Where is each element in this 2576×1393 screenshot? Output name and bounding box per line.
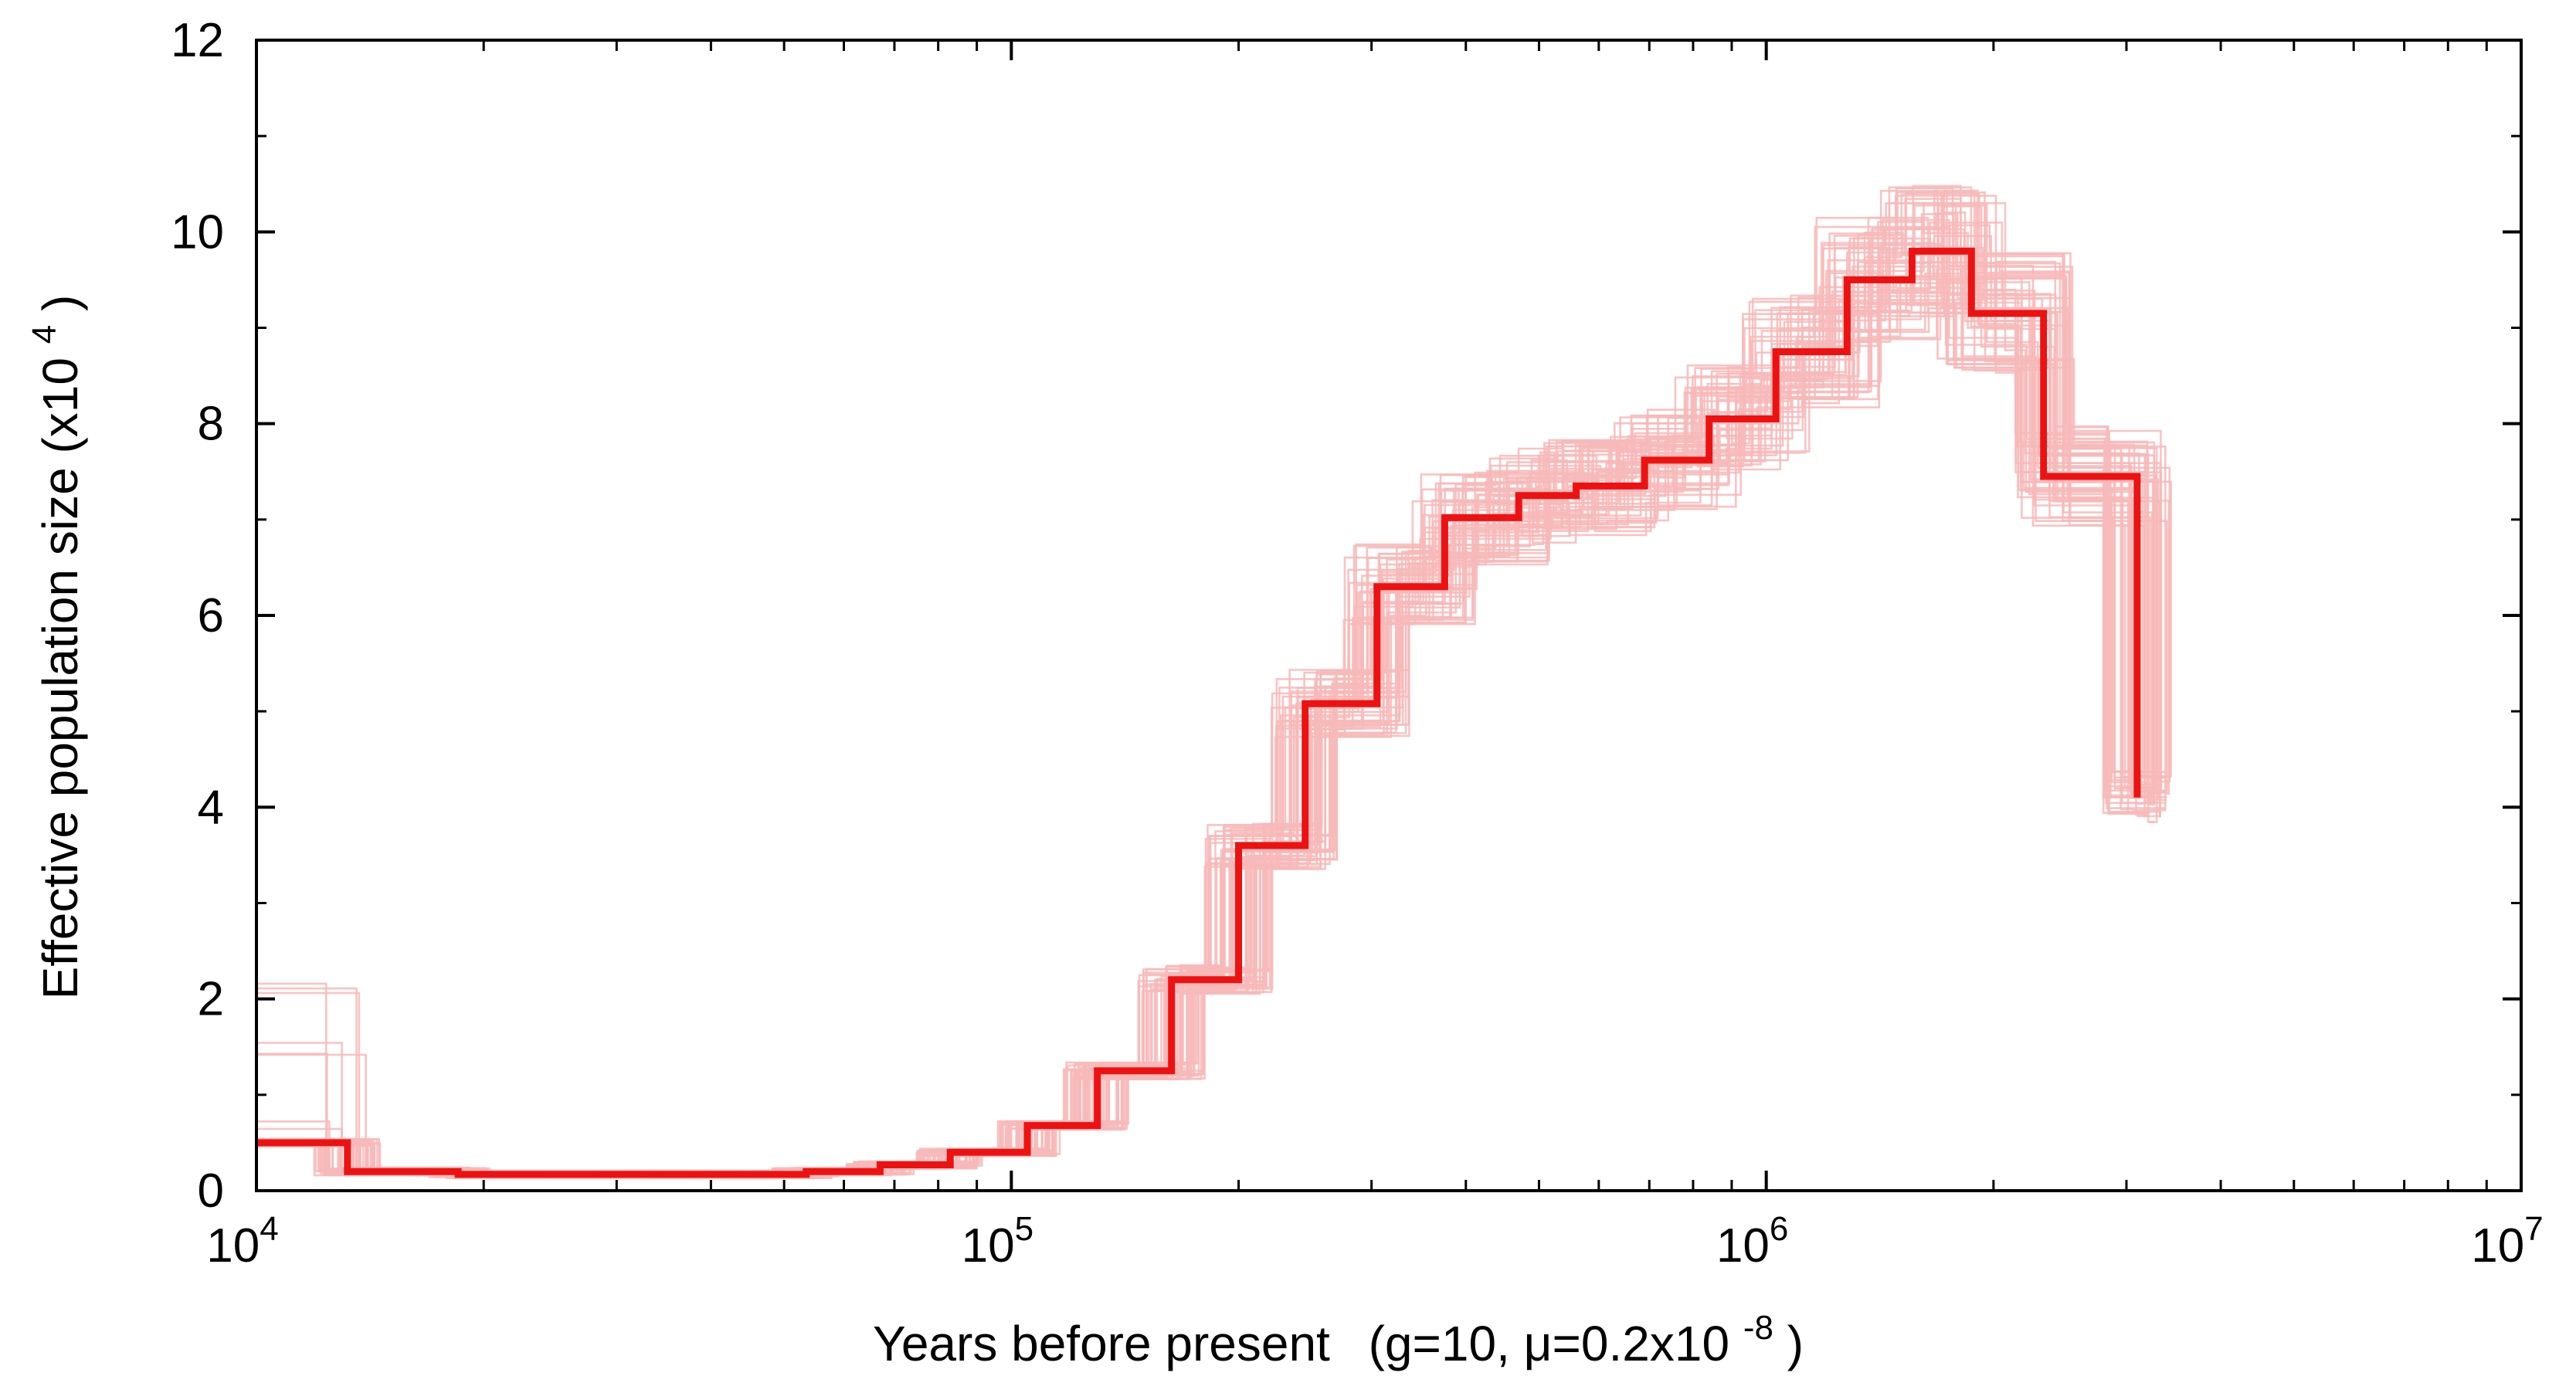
x-axis-title-close: ) [1787,1316,1804,1371]
bootstrap-line [256,286,2168,1178]
y-tick-label: 2 [198,973,224,1026]
y-tick-label: 10 [171,205,224,259]
x-tick-label: 104 [206,1210,278,1273]
bootstrap-line [256,253,2171,1178]
y-tick-label: 0 [198,1164,224,1218]
bootstrap-line [256,235,2161,1177]
x-tick-label: 107 [2471,1210,2543,1273]
y-axis-title-exp: 4 [25,325,63,344]
main-estimate-line [256,247,2141,1178]
bootstrap-line [256,226,2157,1179]
x-axis-title-main: Years before present [873,1316,1330,1371]
y-axis-title: Effective population size (x10 4 ) [11,295,88,1000]
x-axis-title-params: (g=10, μ=0.2x10 [1369,1316,1729,1371]
bootstrap-line [256,195,2163,1178]
bootstrap-line [256,185,2162,1178]
y-tick-label: 8 [198,398,224,451]
tick-group: 0 2 4 6 8 10 12 104 105 106 107 [171,14,2544,1273]
bootstrap-line [256,273,2167,1176]
bootstrap-line [256,202,2160,1180]
x-tick-label: 106 [1716,1210,1788,1273]
x-axis-title-exp: -8 [1743,1309,1773,1347]
x-tick-label: 105 [962,1210,1033,1273]
y-tick-label: 4 [198,781,224,834]
x-axis-title: Years before present (g=10, μ=0.2x10 -8 … [873,1294,1804,1371]
bootstrap-series-group [256,185,2172,1180]
y-axis-title-main: Effective population size (x10 [32,358,88,999]
y-tick-label: 6 [198,589,224,642]
main-series-group [256,247,2141,1178]
y-tick-label: 12 [171,14,224,67]
bootstrap-line [256,299,2167,1179]
y-axis-title-close: ) [32,295,88,311]
bootstrap-line [256,232,2161,1178]
bootstrap-line [256,262,2170,1177]
